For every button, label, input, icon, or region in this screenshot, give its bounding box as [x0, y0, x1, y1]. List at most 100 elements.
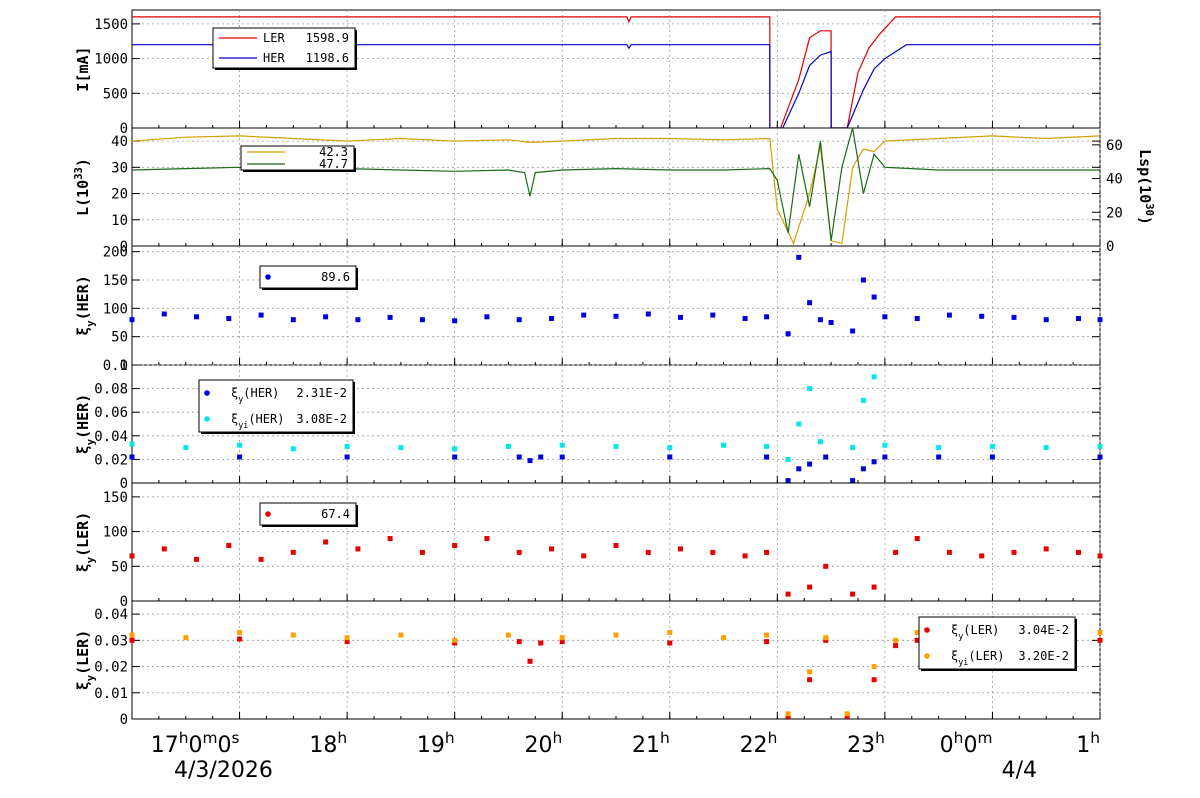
- data-point: [871, 664, 877, 670]
- data-point: [344, 635, 350, 641]
- y-tick-label: 50: [111, 559, 128, 575]
- data-point: [484, 536, 490, 541]
- y-axis-label: I[mA]: [74, 46, 92, 91]
- y-tick-label: 10: [111, 213, 128, 229]
- data-point: [527, 658, 533, 664]
- legend-label: ξy(HER): [231, 386, 279, 404]
- legend: 67.4: [259, 502, 358, 527]
- data-point: [258, 556, 264, 562]
- legend-marker: [265, 274, 271, 280]
- data-point: [667, 640, 673, 646]
- legend: 42.347.7: [240, 145, 356, 172]
- data-point: [237, 636, 243, 642]
- legend-value: 1598.9: [306, 31, 349, 45]
- y-axis-label: ξy(HER): [74, 394, 97, 455]
- data-point: [645, 549, 651, 555]
- data-point: [129, 637, 135, 643]
- data-point: [344, 639, 350, 645]
- x-tick-label: 19h: [417, 729, 455, 758]
- data-point: [785, 591, 791, 597]
- y2-tick-label: 0: [1106, 239, 1114, 255]
- data-point: [721, 442, 727, 448]
- data-point: [823, 637, 829, 643]
- legend-value: 3.04E-2: [1018, 623, 1069, 637]
- data-point: [882, 314, 888, 320]
- data-point: [183, 445, 189, 451]
- data-point: [419, 549, 425, 555]
- legend-box: [198, 379, 354, 433]
- data-point: [290, 317, 296, 323]
- legend-value: 3.20E-2: [1018, 649, 1069, 663]
- data-point: [936, 445, 942, 451]
- legend-box: [918, 616, 1076, 670]
- data-point: [764, 549, 770, 555]
- data-point: [914, 637, 920, 643]
- data-point: [710, 312, 716, 318]
- data-point: [764, 639, 770, 645]
- series-line-0: [132, 16, 1100, 129]
- x-tick-label: 1h: [1076, 729, 1100, 758]
- data-point: [844, 711, 850, 717]
- data-point: [882, 454, 888, 460]
- data-point: [979, 313, 985, 319]
- data-point: [850, 478, 856, 484]
- y-tick-label: 0.04: [94, 607, 128, 623]
- data-point: [645, 311, 651, 317]
- data-point: [807, 669, 813, 675]
- data-point: [871, 374, 877, 380]
- data-point: [871, 584, 877, 590]
- y-tick-label: 1500: [94, 17, 128, 33]
- legend-value: 67.4: [321, 507, 350, 521]
- data-point: [764, 454, 770, 460]
- data-point: [237, 630, 243, 635]
- data-point: [807, 584, 813, 590]
- data-point: [538, 454, 544, 460]
- legend-marker: [204, 390, 210, 396]
- legend-label: LER: [263, 31, 285, 45]
- y-tick-label: 100: [103, 525, 128, 541]
- data-point: [850, 591, 856, 597]
- data-point: [613, 443, 619, 449]
- panel-frame: [131, 245, 1101, 366]
- data-point: [817, 439, 823, 445]
- data-point: [559, 639, 565, 645]
- legend-box: [259, 502, 357, 526]
- x-tick-label: 18h: [309, 729, 347, 758]
- data-point: [785, 711, 791, 717]
- data-point: [355, 546, 361, 552]
- data-point: [914, 536, 920, 541]
- data-point: [452, 454, 458, 460]
- data-point: [161, 311, 167, 317]
- data-point: [667, 454, 673, 460]
- data-point: [823, 635, 829, 641]
- y-tick-label: 0.01: [94, 686, 128, 702]
- data-point: [667, 630, 673, 635]
- data-point: [807, 300, 813, 306]
- legend-box: [240, 145, 355, 171]
- data-point: [1076, 549, 1081, 555]
- x-tick-label: 21h: [632, 729, 670, 758]
- data-point: [484, 314, 490, 320]
- data-point: [796, 254, 802, 260]
- y-tick-label: 150: [103, 490, 128, 506]
- data-point: [678, 314, 683, 320]
- data-point: [893, 643, 899, 649]
- data-point: [344, 443, 350, 449]
- legend-value: 89.6: [321, 270, 350, 284]
- data-point: [764, 314, 770, 320]
- data-point: [452, 640, 458, 646]
- data-point: [893, 549, 899, 555]
- series-line-1: [132, 44, 1100, 129]
- data-point: [452, 446, 458, 452]
- x-tick-label: 0h0m: [940, 729, 993, 758]
- data-point: [860, 466, 866, 472]
- data-point: [613, 632, 619, 638]
- x-date-label: 4/3/2026: [174, 758, 273, 783]
- legend: 89.6: [259, 265, 358, 290]
- y-tick-label: 0: [120, 358, 128, 374]
- data-point: [505, 443, 511, 449]
- data-point: [559, 635, 565, 641]
- y-tick-label: 0.02: [94, 660, 128, 676]
- y-tick-label: 0.06: [94, 405, 128, 421]
